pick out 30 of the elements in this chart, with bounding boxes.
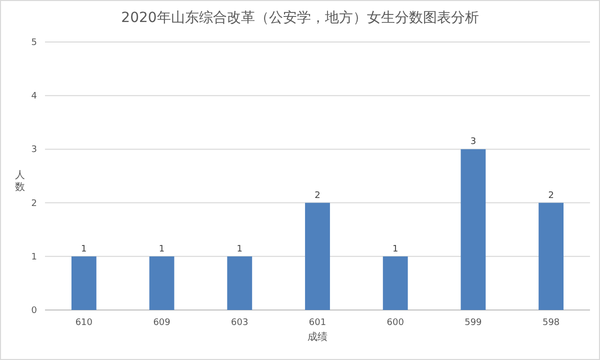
bar — [305, 202, 330, 310]
bar — [227, 256, 252, 310]
x-tick-label: 598 — [542, 318, 560, 328]
bar — [71, 256, 96, 310]
y-tick-label: 3 — [31, 145, 37, 156]
x-tick-label: 599 — [464, 318, 482, 328]
bar — [538, 202, 564, 310]
x-tick-label: 603 — [231, 318, 248, 328]
data-label: 2 — [314, 190, 320, 201]
data-label: 1 — [81, 244, 87, 254]
y-tick-label: 0 — [31, 306, 38, 316]
bar — [460, 149, 486, 310]
data-label: 3 — [470, 137, 476, 148]
y-axis-title: 人数 — [15, 170, 25, 193]
x-tick-label: 609 — [153, 318, 171, 328]
y-tick-label: 1 — [31, 252, 37, 262]
bar — [382, 256, 408, 310]
data-label: 1 — [158, 244, 165, 254]
data-label: 2 — [548, 190, 554, 201]
x-tick-label: 601 — [308, 318, 326, 328]
x-axis-title: 成绩 — [308, 331, 328, 343]
y-tick-label: 4 — [31, 92, 38, 102]
y-tick-label: 5 — [31, 38, 37, 48]
x-tick-label: 610 — [75, 318, 93, 328]
data-label: 1 — [392, 244, 398, 254]
x-tick-label: 600 — [386, 318, 404, 328]
chart-title: 2020年山东综合改革（公安学，地方）女生分数图表分析 — [121, 10, 479, 26]
bar — [149, 256, 174, 310]
data-label: 1 — [236, 244, 243, 254]
y-tick-label: 2 — [31, 198, 37, 209]
